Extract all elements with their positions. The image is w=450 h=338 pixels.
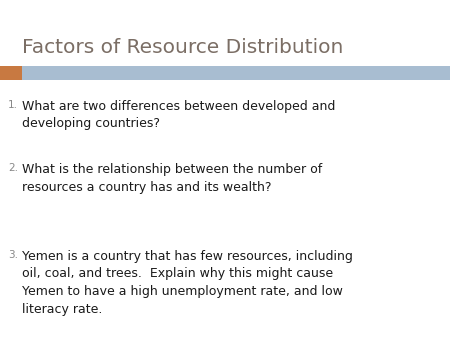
Text: 2.: 2. xyxy=(8,163,18,173)
Text: What are two differences between developed and
developing countries?: What are two differences between develop… xyxy=(22,100,335,130)
Text: Factors of Resource Distribution: Factors of Resource Distribution xyxy=(22,38,343,57)
Text: 3.: 3. xyxy=(8,250,18,260)
Bar xyxy=(0,66,22,80)
Bar xyxy=(22,66,450,80)
Text: Yemen is a country that has few resources, including
oil, coal, and trees.  Expl: Yemen is a country that has few resource… xyxy=(22,250,353,315)
Text: What is the relationship between the number of
resources a country has and its w: What is the relationship between the num… xyxy=(22,163,322,193)
Text: 1.: 1. xyxy=(8,100,18,110)
